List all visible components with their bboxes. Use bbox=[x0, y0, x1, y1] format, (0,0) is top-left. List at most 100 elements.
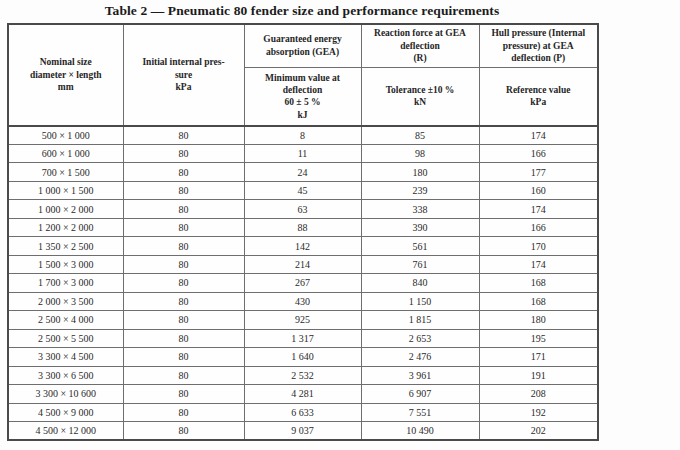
table-cell: 1 000 × 1 500 bbox=[8, 181, 123, 199]
table-cell: 80 bbox=[123, 218, 244, 236]
table-cell: 600 × 1 000 bbox=[8, 144, 123, 162]
table-cell: 7 551 bbox=[361, 403, 479, 421]
table-row: 3 300 × 4 500801 6402 476171 bbox=[8, 348, 598, 366]
table-row: 4 500 × 9 000806 6337 551192 bbox=[8, 403, 598, 421]
header-hull-sub: Reference value kPa bbox=[479, 67, 598, 126]
table-cell: 500 × 1 000 bbox=[8, 126, 123, 144]
table-cell: 171 bbox=[479, 348, 598, 366]
table-cell: 9 037 bbox=[244, 422, 361, 441]
table-cell: 142 bbox=[244, 237, 361, 255]
table-row: 1 350 × 2 50080142561170 bbox=[8, 237, 598, 255]
table-row: 4 500 × 12 000809 03710 490202 bbox=[8, 422, 598, 441]
table-cell: 2 500 × 4 000 bbox=[8, 311, 123, 329]
table-cell: 166 bbox=[479, 144, 598, 162]
table-cell: 11 bbox=[244, 144, 361, 162]
table-cell: 192 bbox=[479, 403, 598, 421]
table-cell: 10 490 bbox=[361, 422, 479, 441]
table-cell: 1 640 bbox=[244, 348, 361, 366]
table-row: 500 × 1 00080885174 bbox=[8, 126, 598, 144]
header-nominal-size: Nominal size diameter × length mm bbox=[8, 24, 123, 126]
table-cell: 6 907 bbox=[361, 385, 479, 403]
table-row: 1 200 × 2 0008088390166 bbox=[8, 218, 598, 236]
table-cell: 80 bbox=[123, 422, 244, 441]
table-cell: 195 bbox=[479, 329, 598, 347]
table-cell: 80 bbox=[123, 292, 244, 310]
table-cell: 6 633 bbox=[244, 403, 361, 421]
table-cell: 80 bbox=[123, 255, 244, 273]
table-cell: 80 bbox=[123, 126, 244, 144]
table-cell: 3 300 × 4 500 bbox=[8, 348, 123, 366]
header-group-row: Nominal size diameter × length mm Initia… bbox=[8, 24, 598, 67]
table-cell: 2 476 bbox=[361, 348, 479, 366]
table-cell: 45 bbox=[244, 181, 361, 199]
table-cell: 2 500 × 5 500 bbox=[8, 329, 123, 347]
table-cell: 168 bbox=[479, 292, 598, 310]
table-cell: 4 500 × 9 000 bbox=[8, 403, 123, 421]
header-reaction-group: Reaction force at GEA deflection (R) bbox=[361, 24, 479, 67]
document-page: Table 2 — Pneumatic 80 fender size and p… bbox=[0, 0, 680, 450]
table-cell: 202 bbox=[479, 422, 598, 441]
table-cell: 1 000 × 2 000 bbox=[8, 200, 123, 218]
table-cell: 267 bbox=[244, 274, 361, 292]
table-row: 2 500 × 5 500801 3172 653195 bbox=[8, 329, 598, 347]
table-cell: 2 532 bbox=[244, 366, 361, 384]
header-gea-sub: Minimum value at deflection 60 ± 5 % kJ bbox=[244, 67, 361, 126]
table-cell: 166 bbox=[479, 218, 598, 236]
table-row: 2 500 × 4 000809251 815180 bbox=[8, 311, 598, 329]
table-cell: 80 bbox=[123, 163, 244, 181]
table-cell: 925 bbox=[244, 311, 361, 329]
table-cell: 24 bbox=[244, 163, 361, 181]
table-cell: 430 bbox=[244, 292, 361, 310]
table-cell: 1 350 × 2 500 bbox=[8, 237, 123, 255]
table-cell: 80 bbox=[123, 403, 244, 421]
table-header: Nominal size diameter × length mm Initia… bbox=[8, 24, 598, 126]
table-cell: 88 bbox=[244, 218, 361, 236]
table-cell: 180 bbox=[479, 311, 598, 329]
table-cell: 80 bbox=[123, 144, 244, 162]
table-row: 1 700 × 3 00080267840168 bbox=[8, 274, 598, 292]
table-cell: 1 150 bbox=[361, 292, 479, 310]
table-cell: 174 bbox=[479, 200, 598, 218]
table-cell: 170 bbox=[479, 237, 598, 255]
table-cell: 1 500 × 3 000 bbox=[8, 255, 123, 273]
table-cell: 8 bbox=[244, 126, 361, 144]
header-hull-group: Hull pressure (Internal pressure) at GEA… bbox=[479, 24, 598, 67]
table-cell: 98 bbox=[361, 144, 479, 162]
table-cell: 80 bbox=[123, 274, 244, 292]
table-row: 600 × 1 000801198166 bbox=[8, 144, 598, 162]
table-cell: 1 700 × 3 000 bbox=[8, 274, 123, 292]
table-cell: 1 815 bbox=[361, 311, 479, 329]
table-row: 1 000 × 1 5008045239160 bbox=[8, 181, 598, 199]
table-cell: 80 bbox=[123, 181, 244, 199]
table-cell: 80 bbox=[123, 385, 244, 403]
table-cell: 239 bbox=[361, 181, 479, 199]
table-cell: 180 bbox=[361, 163, 479, 181]
fender-spec-table: Nominal size diameter × length mm Initia… bbox=[7, 23, 599, 441]
table-cell: 191 bbox=[479, 366, 598, 384]
table-row: 2 000 × 3 500804301 150168 bbox=[8, 292, 598, 310]
header-gea-group: Guaranteed energy absorption (GEA) bbox=[244, 24, 361, 67]
table-cell: 840 bbox=[361, 274, 479, 292]
table-cell: 80 bbox=[123, 237, 244, 255]
table-cell: 3 961 bbox=[361, 366, 479, 384]
table-row: 1 500 × 3 00080214761174 bbox=[8, 255, 598, 273]
table-cell: 3 300 × 10 600 bbox=[8, 385, 123, 403]
header-initial-pressure: Initial internal pres- sure kPa bbox=[123, 24, 244, 126]
table-title: Table 2 — Pneumatic 80 fender size and p… bbox=[7, 3, 597, 19]
table-cell: 177 bbox=[479, 163, 598, 181]
table-cell: 80 bbox=[123, 329, 244, 347]
table-cell: 63 bbox=[244, 200, 361, 218]
table-cell: 80 bbox=[123, 366, 244, 384]
table-cell: 4 281 bbox=[244, 385, 361, 403]
table-cell: 80 bbox=[123, 200, 244, 218]
table-cell: 174 bbox=[479, 255, 598, 273]
table-cell: 2 000 × 3 500 bbox=[8, 292, 123, 310]
table-cell: 3 300 × 6 500 bbox=[8, 366, 123, 384]
table-cell: 80 bbox=[123, 348, 244, 366]
table-cell: 160 bbox=[479, 181, 598, 199]
table-cell: 390 bbox=[361, 218, 479, 236]
table-cell: 1 200 × 2 000 bbox=[8, 218, 123, 236]
header-reaction-sub: Tolerance ±10 % kN bbox=[361, 67, 479, 126]
table-row: 3 300 × 10 600804 2816 907208 bbox=[8, 385, 598, 403]
table-cell: 214 bbox=[244, 255, 361, 273]
